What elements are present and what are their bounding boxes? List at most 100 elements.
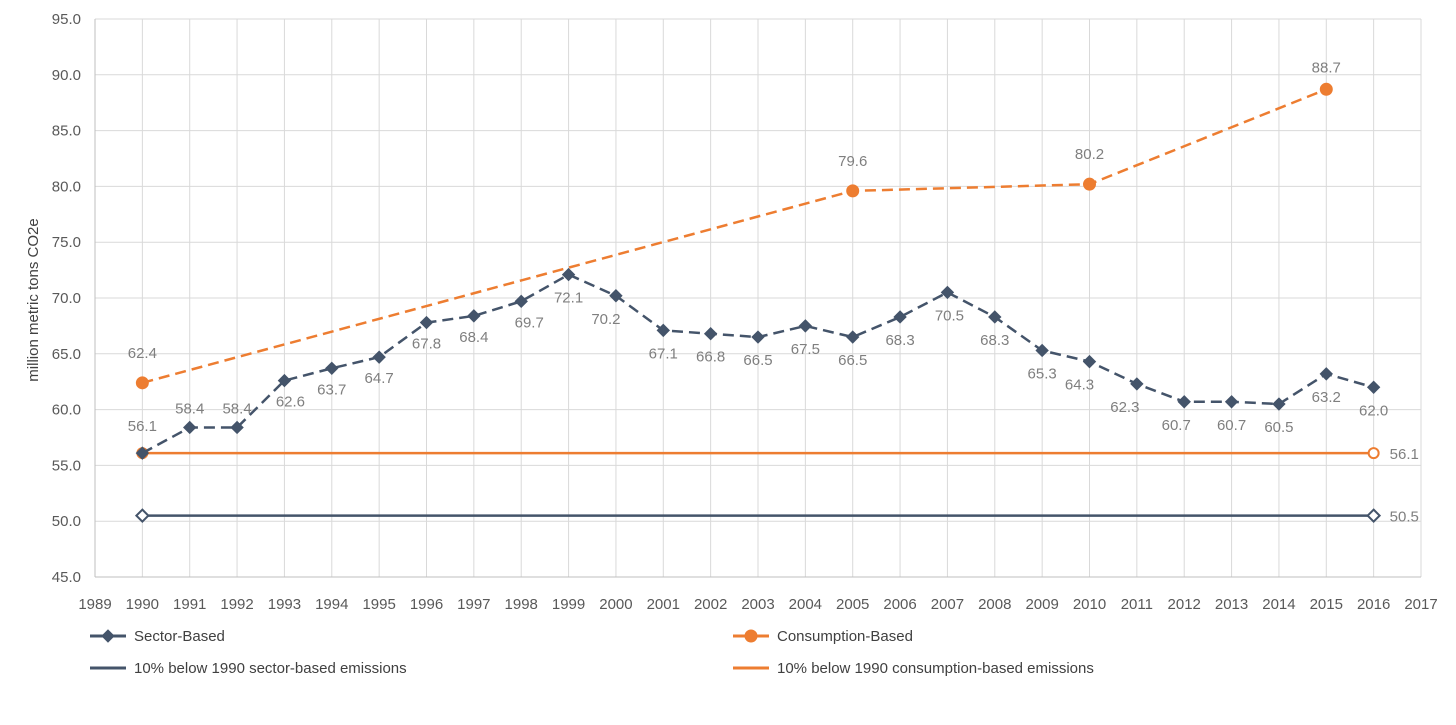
data-point (514, 294, 528, 309)
x-tick-label: 2012 (1168, 596, 1201, 613)
grid (94, 18, 1422, 578)
data-label: 79.6 (838, 153, 867, 170)
y-tick-label: 70.0 (52, 290, 81, 307)
y-tick-label: 65.0 (52, 346, 81, 363)
data-point (134, 508, 150, 524)
series-line (142, 88, 1327, 385)
data-label: 62.6 (276, 394, 305, 411)
data-label: 68.3 (980, 332, 1009, 349)
x-tick-label: 1998 (505, 596, 538, 613)
x-tick-label: 2002 (694, 596, 727, 613)
data-point (798, 319, 813, 333)
data-point (751, 330, 765, 344)
y-axis: 45.0 50.0 55.0 60.0 65.0 70.0 75.0 80.0 85.0 90.0… (52, 11, 96, 586)
data-label: 62.3 (1110, 399, 1139, 416)
data-point (277, 373, 292, 388)
series (134, 82, 1382, 524)
legend-marker (744, 629, 758, 643)
data-point (1082, 354, 1097, 369)
data-point (1366, 380, 1381, 394)
x-tick-label: 1999 (552, 596, 585, 613)
x-tick-label: 2014 (1262, 596, 1295, 613)
data-label: 62.0 (1359, 402, 1388, 419)
data-point (419, 315, 434, 330)
legend-label: 10% below 1990 sector-based emissions (134, 660, 407, 677)
data-point (1177, 395, 1191, 409)
data-label: 88.7 (1312, 59, 1341, 76)
data-label: 69.7 (515, 314, 544, 331)
data-point (561, 267, 576, 282)
data-point (1319, 367, 1333, 381)
x-tick-label: 2008 (978, 596, 1011, 613)
data-label: 50.5 (1390, 509, 1419, 526)
y-tick-label: 80.0 (52, 178, 81, 195)
y-tick-label: 95.0 (52, 11, 81, 28)
x-tick-label: 1996 (410, 596, 443, 613)
data-label: 63.7 (317, 381, 346, 398)
x-tick-label: 1992 (220, 596, 253, 613)
data-point (1130, 377, 1144, 391)
data-point (940, 285, 955, 300)
data-label: 70.5 (935, 307, 964, 324)
x-tick-label: 2009 (1025, 596, 1058, 613)
data-point (1366, 508, 1382, 524)
data-label: 68.4 (459, 329, 488, 346)
data-point (372, 350, 386, 364)
legend-item: Sector-Based (90, 628, 225, 645)
x-tick-label: 1989 (78, 596, 111, 613)
data-point (1272, 397, 1286, 411)
data-point (1224, 395, 1239, 409)
data-label: 56.1 (1390, 446, 1419, 463)
data-point (135, 376, 149, 390)
x-tick-label: 2013 (1215, 596, 1248, 613)
data-label: 67.8 (412, 336, 441, 353)
legend-item: 10% below 1990 sector-based emissions (90, 660, 407, 677)
data-label: 58.4 (175, 400, 204, 417)
legend-label: Consumption-Based (777, 628, 913, 645)
data-label: 66.5 (838, 352, 867, 369)
x-tick-label: 2015 (1310, 596, 1343, 613)
data-label: 62.4 (128, 345, 157, 362)
data-point (893, 310, 907, 324)
data-point (135, 446, 150, 460)
x-tick-label: 2011 (1121, 596, 1153, 613)
x-tick-label: 1994 (315, 596, 348, 613)
y-tick-label: 85.0 (52, 123, 81, 140)
y-tick-label: 50.0 (52, 513, 81, 530)
x-tick-label: 1993 (268, 596, 301, 613)
data-label: 64.7 (365, 370, 394, 387)
x-tick-label: 2016 (1357, 596, 1390, 613)
x-tick-label: 1991 (173, 596, 206, 613)
legend-item: Consumption-Based (733, 628, 913, 645)
data-label: 60.7 (1217, 417, 1246, 434)
data-label: 64.3 (1065, 377, 1094, 394)
y-tick-label: 60.0 (52, 402, 81, 419)
data-label: 66.8 (696, 349, 725, 366)
data-point (1319, 82, 1333, 96)
y-axis-title: million metric tons CO2e (25, 218, 42, 381)
data-point (609, 289, 623, 303)
x-tick-label: 1995 (362, 596, 395, 613)
data-label: 60.7 (1162, 417, 1191, 434)
data-point (1035, 343, 1049, 358)
data-label: 67.1 (649, 345, 678, 362)
data-point (183, 420, 197, 435)
data-point (1083, 177, 1096, 191)
data-label: 80.2 (1075, 146, 1104, 163)
data-point (1367, 447, 1380, 460)
x-tick-label: 2010 (1073, 596, 1106, 613)
data-label: 72.1 (554, 290, 583, 307)
x-tick-label: 2001 (647, 596, 680, 613)
legend-marker (101, 629, 115, 643)
legend-label: 10% below 1990 consumption-based emissio… (777, 660, 1094, 677)
data-point (988, 310, 1002, 324)
data-label: 65.3 (1028, 365, 1057, 382)
data-label: 58.4 (222, 400, 251, 417)
data-labels: 56.1 50.5 62.4 79.6 80.2 88.7 56.1 58.4 58.4 62.6… (128, 59, 1419, 525)
x-tick-label: 1997 (457, 596, 490, 613)
data-point (703, 327, 718, 341)
data-point (325, 361, 339, 376)
x-axis: 1989 1990 1991 1992 1993 1994 1995 1996 1997 1998… (78, 576, 1438, 613)
data-label: 67.5 (791, 341, 820, 358)
y-tick-label: 55.0 (52, 457, 81, 474)
